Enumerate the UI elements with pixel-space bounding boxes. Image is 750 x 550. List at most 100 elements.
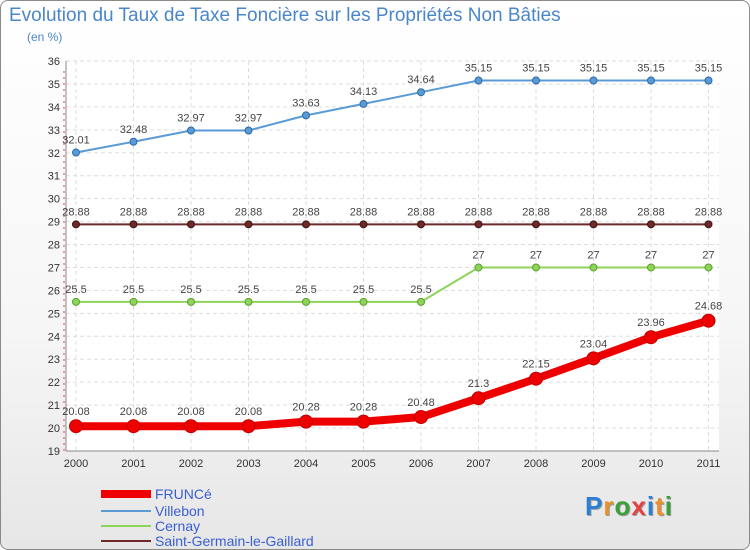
legend-swatch bbox=[101, 525, 151, 527]
proxiti-logo: Proxiti bbox=[585, 491, 673, 522]
y-tick-label: 32 bbox=[48, 148, 60, 160]
data-point bbox=[704, 263, 713, 272]
logo-letter: r bbox=[603, 491, 615, 521]
data-label: 27 bbox=[645, 249, 657, 261]
data-label: 32.97 bbox=[177, 113, 205, 125]
data-point bbox=[244, 126, 253, 135]
data-label: 20.08 bbox=[177, 406, 205, 418]
y-tick-label: 33 bbox=[48, 125, 60, 137]
data-point bbox=[187, 297, 195, 306]
y-tick-label: 34 bbox=[48, 102, 60, 114]
data-point bbox=[72, 148, 80, 157]
data-label: 20.28 bbox=[350, 402, 378, 414]
data-label: 25.5 bbox=[410, 284, 431, 296]
data-point bbox=[299, 414, 313, 429]
data-label: 25.5 bbox=[295, 284, 316, 296]
data-label: 34.13 bbox=[350, 86, 378, 98]
legend-label: Cernay bbox=[155, 518, 201, 534]
data-point bbox=[589, 263, 598, 272]
data-label: 35.15 bbox=[580, 63, 608, 75]
legend-label: Saint-Germain-le-Gaillard bbox=[155, 533, 314, 549]
logo-letter: o bbox=[614, 491, 632, 521]
data-label: 27 bbox=[472, 249, 484, 261]
data-label: 28.88 bbox=[465, 206, 493, 218]
x-tick-label: 2003 bbox=[236, 458, 260, 470]
y-tick-label: 20 bbox=[48, 423, 60, 435]
legend-label: Villebon bbox=[155, 503, 205, 519]
data-label: 25.5 bbox=[180, 284, 201, 296]
data-point bbox=[187, 220, 195, 229]
chart-title: Evolution du Taux de Taxe Foncière sur l… bbox=[9, 5, 561, 26]
data-label: 27 bbox=[587, 249, 599, 261]
data-label: 32.97 bbox=[235, 113, 263, 125]
data-point bbox=[474, 76, 483, 85]
data-point bbox=[414, 410, 428, 425]
x-tick-label: 2010 bbox=[639, 458, 663, 470]
logo-letter: t bbox=[655, 491, 665, 521]
logo-letter: P bbox=[585, 491, 604, 521]
x-tick-label: 2001 bbox=[121, 458, 145, 470]
y-tick-label: 26 bbox=[48, 285, 60, 297]
data-label: 35.15 bbox=[465, 63, 493, 75]
data-point bbox=[359, 297, 368, 306]
data-point bbox=[647, 76, 655, 85]
x-tick-label: 2005 bbox=[351, 458, 375, 470]
data-label: 25.5 bbox=[353, 284, 374, 296]
data-label: 28.88 bbox=[177, 206, 205, 218]
y-tick-label: 25 bbox=[48, 308, 60, 320]
x-tick-label: 2009 bbox=[581, 458, 605, 470]
x-tick-label: 2004 bbox=[294, 458, 318, 470]
data-label: 27 bbox=[530, 249, 542, 261]
data-label: 22.15 bbox=[522, 359, 550, 371]
x-tick-label: 2011 bbox=[697, 458, 721, 470]
x-tick-label: 2000 bbox=[64, 458, 88, 470]
data-point bbox=[474, 220, 483, 229]
data-label: 28.88 bbox=[62, 206, 90, 218]
data-label: 27 bbox=[702, 249, 714, 261]
data-point bbox=[474, 263, 483, 272]
series-line bbox=[75, 79, 710, 154]
data-label: 28.88 bbox=[407, 206, 435, 218]
series-line bbox=[72, 316, 713, 431]
unit-label: (en %) bbox=[27, 30, 63, 44]
logo-letter: x bbox=[631, 491, 647, 521]
x-tick-label: 2006 bbox=[409, 458, 433, 470]
legend-swatch bbox=[101, 540, 151, 542]
data-point bbox=[126, 419, 141, 434]
data-point bbox=[356, 414, 371, 429]
data-label: 25.5 bbox=[238, 284, 259, 296]
data-point bbox=[359, 99, 368, 108]
data-point bbox=[302, 220, 310, 229]
data-label: 35.15 bbox=[637, 63, 665, 75]
data-label: 20.08 bbox=[120, 406, 148, 418]
data-point bbox=[704, 76, 713, 85]
data-label: 20.08 bbox=[62, 406, 90, 418]
data-label: 28.88 bbox=[350, 206, 378, 218]
data-label: 25.5 bbox=[65, 284, 86, 296]
data-label: 34.64 bbox=[407, 74, 435, 86]
data-label: 32.01 bbox=[62, 135, 90, 147]
y-tick-label: 19 bbox=[48, 446, 60, 458]
data-point bbox=[589, 76, 598, 85]
data-point bbox=[417, 88, 425, 97]
data-label: 32.48 bbox=[120, 124, 148, 136]
data-point bbox=[701, 313, 716, 328]
data-point bbox=[187, 126, 195, 135]
legend-swatch bbox=[101, 510, 151, 512]
data-point bbox=[589, 220, 598, 229]
data-point bbox=[129, 297, 138, 306]
data-label: 28.88 bbox=[580, 206, 608, 218]
data-label: 35.15 bbox=[522, 63, 550, 75]
x-tick-label: 2007 bbox=[466, 458, 490, 470]
data-point bbox=[647, 220, 655, 229]
data-label: 28.88 bbox=[695, 206, 723, 218]
data-point bbox=[586, 351, 601, 366]
data-point bbox=[532, 76, 540, 85]
logo-letter: i bbox=[646, 491, 656, 521]
data-label: 35.15 bbox=[695, 63, 723, 75]
data-label: 24.68 bbox=[695, 301, 723, 313]
data-point bbox=[647, 263, 655, 272]
data-label: 21.3 bbox=[468, 378, 489, 390]
